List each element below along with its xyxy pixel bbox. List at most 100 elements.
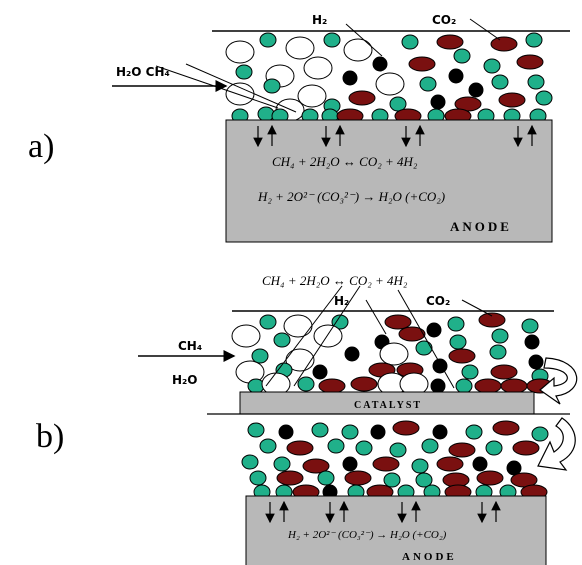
ch4-molecule — [297, 84, 327, 108]
h2-molecule — [344, 346, 360, 362]
particles-b-lower — [241, 420, 549, 500]
h2o-molecule — [525, 32, 543, 48]
ch4-molecule — [303, 56, 333, 80]
h2-label-a: H₂ — [312, 13, 327, 27]
h2o-molecule — [383, 472, 401, 488]
ch4-molecule — [225, 82, 255, 106]
h2o-label-b: H₂O — [172, 373, 198, 387]
co2-molecule — [474, 378, 502, 394]
co2-molecule — [490, 364, 518, 380]
h2o-molecule — [489, 344, 507, 360]
h2o-molecule — [447, 316, 465, 332]
catalyst-label: CATALYST — [354, 400, 422, 411]
co2-molecule — [344, 470, 372, 486]
co2-label-a: CO₂ — [432, 13, 456, 27]
ch4-molecule — [375, 72, 405, 96]
co2-molecule — [350, 376, 378, 392]
panel-a: H₂ CO₂ H₂O CH₄ CH₄ + 2H₂O ↔ CO₂ + 4H₂ H₂… — [112, 13, 570, 243]
h2-molecule — [472, 456, 488, 472]
h2o-molecule — [259, 314, 277, 330]
ch4-molecule — [285, 36, 315, 60]
h2o-molecule — [491, 74, 509, 90]
h2o-molecule — [491, 328, 509, 344]
equation-oxidation-b: H₂ + 2O²⁻ (CO₃²⁻) → H₂O (+CO₂) — [287, 529, 447, 541]
h2o-molecule — [249, 470, 267, 486]
eq-pointer-1 — [265, 285, 343, 387]
h2-label-b: H₂ — [334, 294, 349, 308]
ch4-label-b: CH₄ — [178, 339, 202, 353]
h2-molecule — [468, 82, 484, 98]
h2-molecule — [342, 456, 358, 472]
h2o-molecule — [327, 438, 345, 454]
h2o-molecule — [273, 456, 291, 472]
ch4-molecule — [283, 314, 313, 338]
co2-molecule — [408, 56, 436, 72]
co2-molecule — [500, 378, 528, 394]
h2o-molecule — [527, 74, 545, 90]
panel-a-label: a) — [28, 128, 55, 165]
anode-box-a — [225, 119, 553, 243]
h2-molecule — [426, 322, 442, 338]
h2o-molecule — [247, 422, 265, 438]
co2-molecule — [492, 420, 520, 436]
h2o-molecule — [389, 442, 407, 458]
h2o-molecule — [531, 426, 549, 442]
h2-molecule — [506, 460, 522, 476]
h2o-molecule — [455, 378, 473, 394]
co2-molecule — [286, 440, 314, 456]
h2o-molecule — [251, 348, 269, 364]
flow-return-arrow-2 — [537, 417, 576, 471]
co2-molecule — [490, 36, 518, 52]
flow-return-arrow-1 — [539, 357, 578, 405]
h2o-molecule — [521, 318, 539, 334]
anode-label-a: ANODE — [450, 219, 512, 234]
co2-molecule — [448, 442, 476, 458]
equation-oxidation-a: H₂ + 2O²⁻ (CO₃²⁻) → H₂O (+CO₂) — [257, 189, 445, 204]
particles-a — [225, 32, 553, 124]
ch4-molecule — [225, 40, 255, 64]
h2-pointer-b — [365, 299, 387, 335]
h2-molecule — [370, 424, 386, 440]
particles-b-upper — [231, 312, 554, 396]
co2-molecule — [384, 314, 412, 330]
h2o-molecule — [247, 378, 265, 394]
h2-pointer-a — [345, 23, 383, 57]
co2-pointer-a — [469, 18, 501, 41]
h2o-molecule — [241, 454, 259, 470]
h2o-molecule — [535, 90, 553, 106]
co2-molecule — [372, 456, 400, 472]
h2-molecule — [432, 358, 448, 374]
h2o-molecule — [401, 34, 419, 50]
co2-molecule — [392, 420, 420, 436]
h2o-molecule — [483, 58, 501, 74]
eq-pointer-2 — [293, 285, 361, 387]
h2o-molecule — [341, 424, 359, 440]
h2o-molecule — [421, 438, 439, 454]
ch4-molecule — [231, 324, 261, 348]
h2o-molecule — [257, 106, 275, 122]
feed-label-a: H₂O CH₄ — [116, 65, 170, 79]
h2o-molecule — [465, 424, 483, 440]
h2-molecule — [524, 334, 540, 350]
h2o-molecule — [485, 440, 503, 456]
h2-molecule — [528, 354, 544, 370]
co2-molecule — [448, 348, 476, 364]
h2-molecule — [372, 56, 388, 72]
co2-molecule — [398, 326, 426, 342]
ion-arrows-b — [265, 500, 501, 524]
h2-molecule — [432, 424, 448, 440]
h2o-molecule — [259, 438, 277, 454]
co2-molecule — [302, 458, 330, 474]
ch4-molecule — [379, 342, 409, 366]
feed-pointer-1 — [155, 65, 279, 109]
h2-molecule — [430, 94, 446, 110]
h2o-molecule — [449, 334, 467, 350]
h2o-molecule — [311, 422, 329, 438]
h2o-molecule — [415, 340, 433, 356]
h2o-molecule — [235, 64, 253, 80]
h2o-molecule — [259, 32, 277, 48]
h2o-molecule — [263, 78, 281, 94]
h2o-molecule — [355, 440, 373, 456]
h2o-molecule — [411, 458, 429, 474]
